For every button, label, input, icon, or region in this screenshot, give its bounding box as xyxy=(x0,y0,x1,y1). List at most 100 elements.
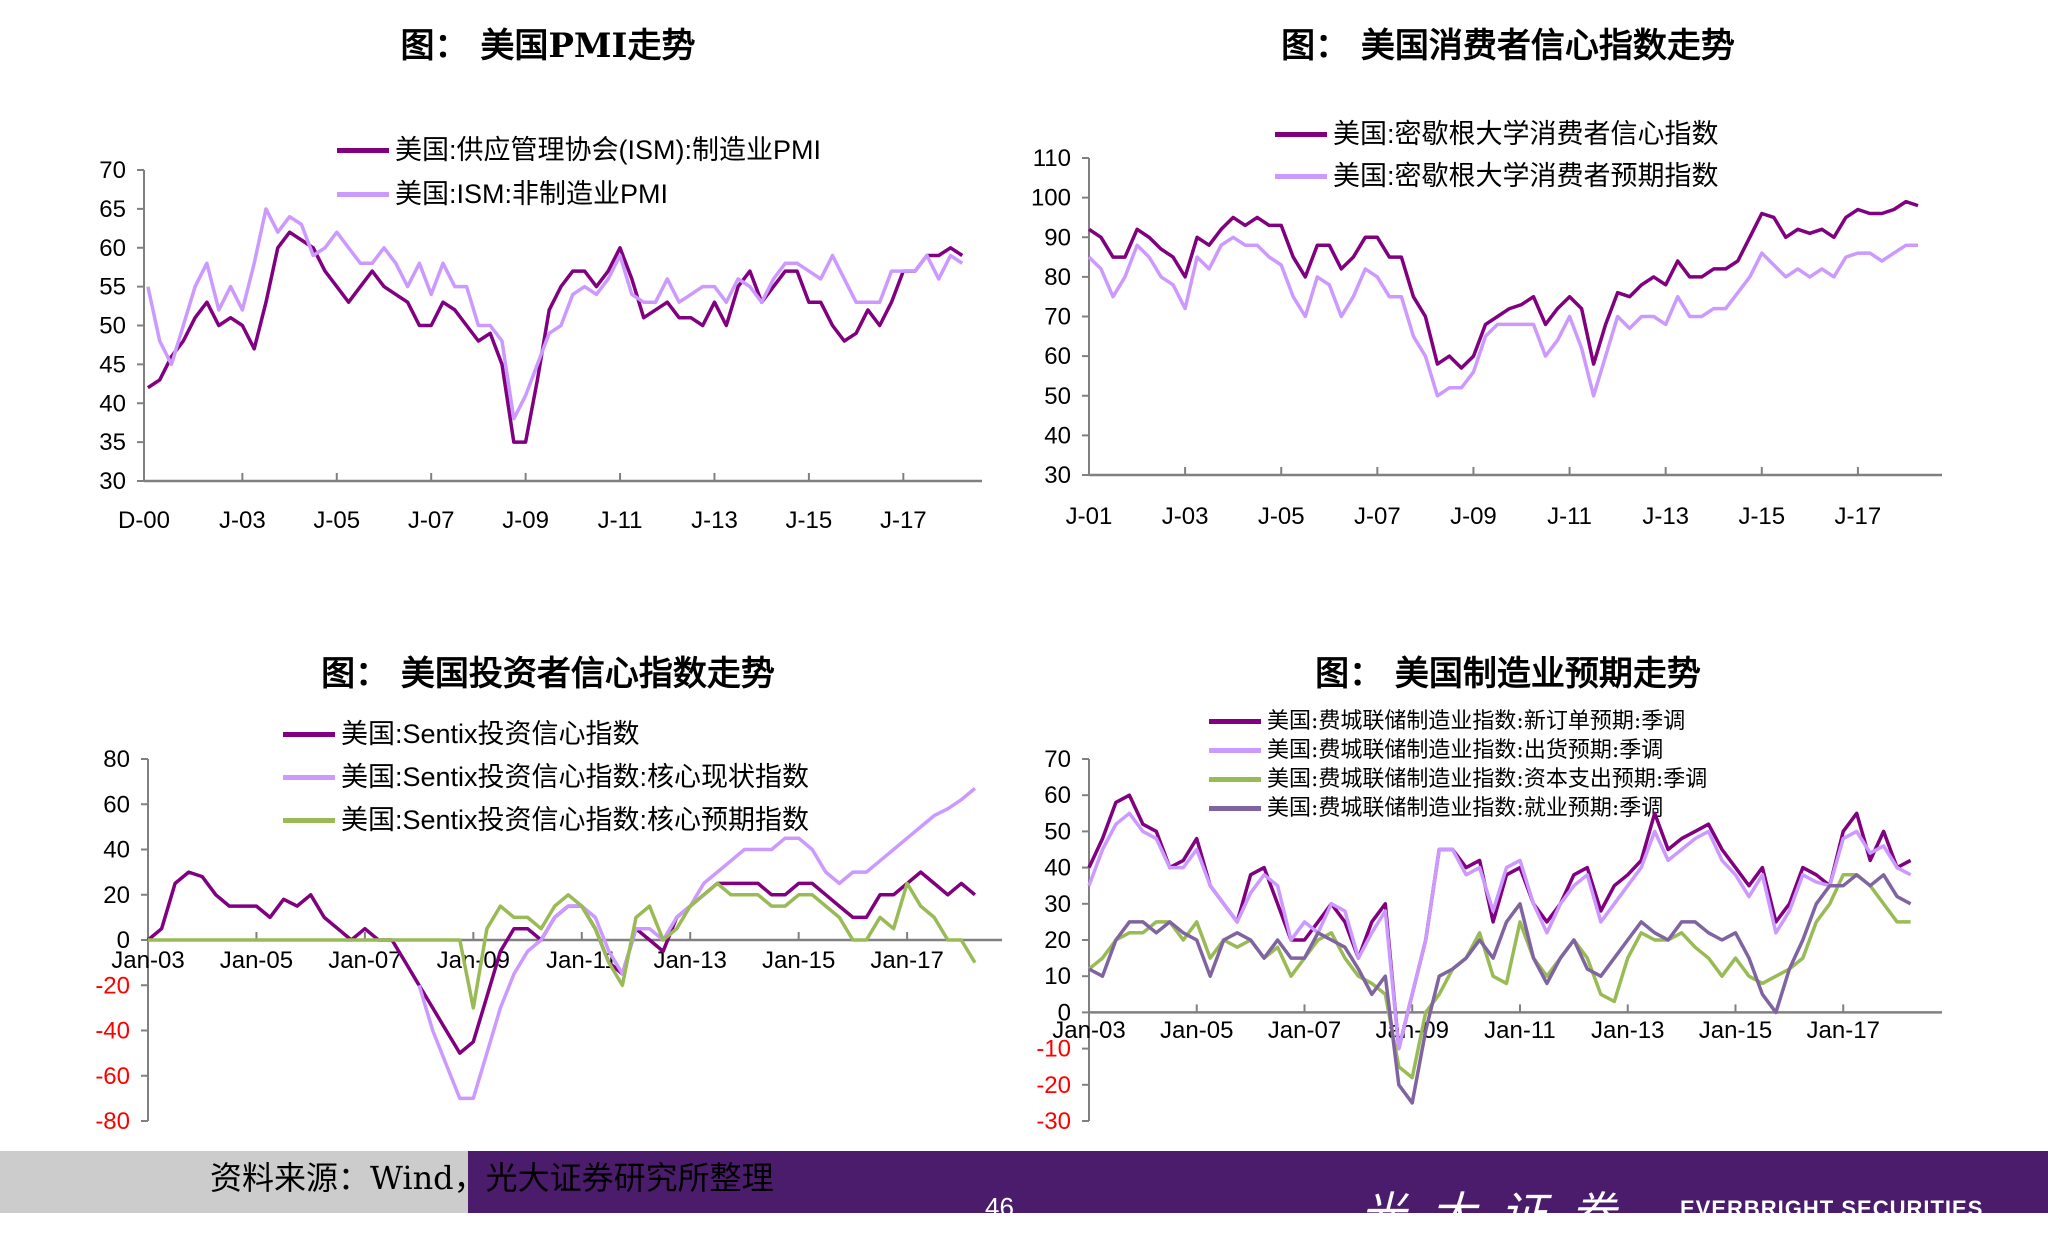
y-tick-label: 100 xyxy=(1031,185,1071,212)
x-tick-label: D-00 xyxy=(118,507,170,534)
logo-text-cn: 光大证券 xyxy=(1360,1187,1640,1241)
legend-label: 美国:ISM:非制造业PMI xyxy=(395,179,669,209)
x-tick-label: Jan-07 xyxy=(328,947,401,974)
y-tick-label: 30 xyxy=(1044,891,1071,918)
legend-swatch xyxy=(1209,777,1261,782)
x-tick-label: Jan-13 xyxy=(1591,1017,1664,1044)
x-tick-label: Jan-13 xyxy=(654,947,727,974)
series-line xyxy=(417,787,977,1101)
y-tick-label: 80 xyxy=(1044,264,1071,291)
series-line xyxy=(1087,793,1912,1051)
legend-swatch xyxy=(283,775,335,780)
y-tick-label: 50 xyxy=(1044,383,1071,410)
x-tick-label: J-13 xyxy=(1642,503,1689,530)
series-line xyxy=(1087,811,1912,1051)
series-line xyxy=(148,881,977,1010)
legend-swatch xyxy=(283,732,335,737)
y-tick-label: 110 xyxy=(1033,145,1071,172)
x-tick-label: Jan-17 xyxy=(870,947,943,974)
legend-item: 美国:费城联储制造业指数:出货预期:季调 xyxy=(1209,736,1707,765)
y-tick-label: 30 xyxy=(99,468,126,495)
x-tick-label: Jan-05 xyxy=(220,947,293,974)
legend-investor-confidence: 美国:Sentix投资信心指数 美国:Sentix投资信心指数:核心现状指数 美国:… xyxy=(283,713,809,842)
x-tick-label: Jan-17 xyxy=(1807,1017,1880,1044)
legend-label: 美国:密歇根大学消费者预期指数 xyxy=(1333,161,1719,191)
logo-text-en: EVERBRIGHT SECURITIES xyxy=(1680,1196,1984,1221)
y-tick-label: 70 xyxy=(1044,746,1071,773)
y-tick-label: 80 xyxy=(103,746,130,773)
y-tick-label: -30 xyxy=(1036,1108,1071,1135)
chart-title-manufacturing-outlook: 图： 美国制造业预期走势 xyxy=(1315,654,1701,694)
series-line xyxy=(1088,199,1919,370)
legend-label: 美国:费城联储制造业指数:资本支出预期:季调 xyxy=(1267,767,1708,792)
footer-band xyxy=(0,1151,2048,1213)
y-tick-label: 45 xyxy=(99,351,126,378)
y-tick-label: 60 xyxy=(1044,782,1071,809)
legend-label: 美国:密歇根大学消费者信心指数 xyxy=(1333,119,1719,149)
x-tick-label: J-09 xyxy=(502,507,549,534)
y-tick-label: -80 xyxy=(95,1108,130,1135)
y-tick-label: 60 xyxy=(1044,343,1071,370)
y-tick-label: 0 xyxy=(1058,999,1071,1026)
y-tick-label: 10 xyxy=(1044,963,1071,990)
legend-item: 美国:供应管理协会(ISM):制造业PMI xyxy=(337,128,821,172)
series-line xyxy=(1088,873,1912,1105)
x-tick-label: J-11 xyxy=(598,507,643,534)
legend-swatch xyxy=(1209,719,1261,724)
y-tick-label: 40 xyxy=(99,390,126,417)
chart-title-consumer-confidence: 图： 美国消费者信心指数走势 xyxy=(1281,26,1735,66)
x-tick-label: J-09 xyxy=(1450,503,1497,530)
legend-item: 美国:费城联储制造业指数:资本支出预期:季调 xyxy=(1209,765,1707,794)
legend-label: 美国:Sentix投资信心指数 xyxy=(341,719,640,749)
legend-consumer-confidence: 美国:密歇根大学消费者信心指数 美国:密歇根大学消费者预期指数 xyxy=(1275,113,1719,197)
y-tick-label: 50 xyxy=(1044,818,1071,845)
legend-item: 美国:密歇根大学消费者信心指数 xyxy=(1275,113,1719,155)
x-tick-label: J-03 xyxy=(1162,503,1209,530)
legend-label: 美国:费城联储制造业指数:新订单预期:季调 xyxy=(1267,709,1686,734)
series-line xyxy=(146,207,964,421)
y-tick-label: 20 xyxy=(1044,927,1071,954)
legend-swatch xyxy=(1209,748,1261,753)
x-tick-label: J-07 xyxy=(1354,503,1401,530)
y-tick-label: 55 xyxy=(99,274,126,301)
y-tick-label: -60 xyxy=(95,1063,130,1090)
y-tick-label: 40 xyxy=(103,837,130,864)
x-tick-label: Jan-03 xyxy=(111,947,184,974)
y-tick-label: 65 xyxy=(99,196,126,223)
legend-swatch xyxy=(1275,173,1327,179)
y-tick-label: 35 xyxy=(99,429,126,456)
legend-item: 美国:费城联储制造业指数:就业预期:季调 xyxy=(1209,794,1707,823)
x-tick-label: J-17 xyxy=(1835,503,1882,530)
legend-swatch xyxy=(283,818,335,823)
x-tick-label: J-17 xyxy=(880,507,927,534)
legend-pmi: 美国:供应管理协会(ISM):制造业PMI 美国:ISM:非制造业PMI xyxy=(337,128,821,216)
y-tick-label: 70 xyxy=(1044,304,1071,331)
y-tick-label: 20 xyxy=(103,882,130,909)
x-tick-label: Jan-07 xyxy=(1268,1017,1341,1044)
y-tick-label: 40 xyxy=(1044,422,1071,449)
page-number: 46 xyxy=(985,1192,1014,1222)
legend-item: 美国:ISM:非制造业PMI xyxy=(337,172,821,216)
y-tick-label: 60 xyxy=(103,791,130,818)
x-tick-label: Jan-05 xyxy=(1160,1017,1233,1044)
y-tick-label: -20 xyxy=(1036,1072,1071,1099)
legend-manufacturing-outlook: 美国:费城联储制造业指数:新订单预期:季调 美国:费城联储制造业指数:出货预期:季… xyxy=(1209,707,1707,823)
y-tick-label: -10 xyxy=(1036,1036,1071,1063)
y-tick-label: 90 xyxy=(1044,224,1071,251)
x-tick-label: Jan-11 xyxy=(1484,1017,1556,1044)
source-note: 资料来源：Wind，光大证券研究所整理 xyxy=(210,1159,774,1197)
x-tick-label: Jan-15 xyxy=(762,947,835,974)
y-tick-label: 0 xyxy=(117,927,130,954)
x-tick-label: J-15 xyxy=(786,507,833,534)
legend-item: 美国:费城联储制造业指数:新订单预期:季调 xyxy=(1209,707,1707,736)
legend-swatch xyxy=(337,147,389,153)
legend-label: 美国:费城联储制造业指数:就业预期:季调 xyxy=(1267,796,1664,821)
legend-swatch xyxy=(1275,131,1327,137)
chart-title-investor-confidence: 图： 美国投资者信心指数走势 xyxy=(321,654,775,694)
y-tick-label: 70 xyxy=(99,157,126,184)
x-tick-label: J-01 xyxy=(1066,503,1113,530)
y-tick-label: -40 xyxy=(95,1018,130,1045)
legend-label: 美国:费城联储制造业指数:出货预期:季调 xyxy=(1267,738,1664,763)
charts-canvas: 30 35 40 45 50 55 60 65 70 D-00 J-03 J-05 J-07 J-09 J-… xyxy=(95,145,1942,1135)
y-tick-label: -20 xyxy=(95,972,130,999)
